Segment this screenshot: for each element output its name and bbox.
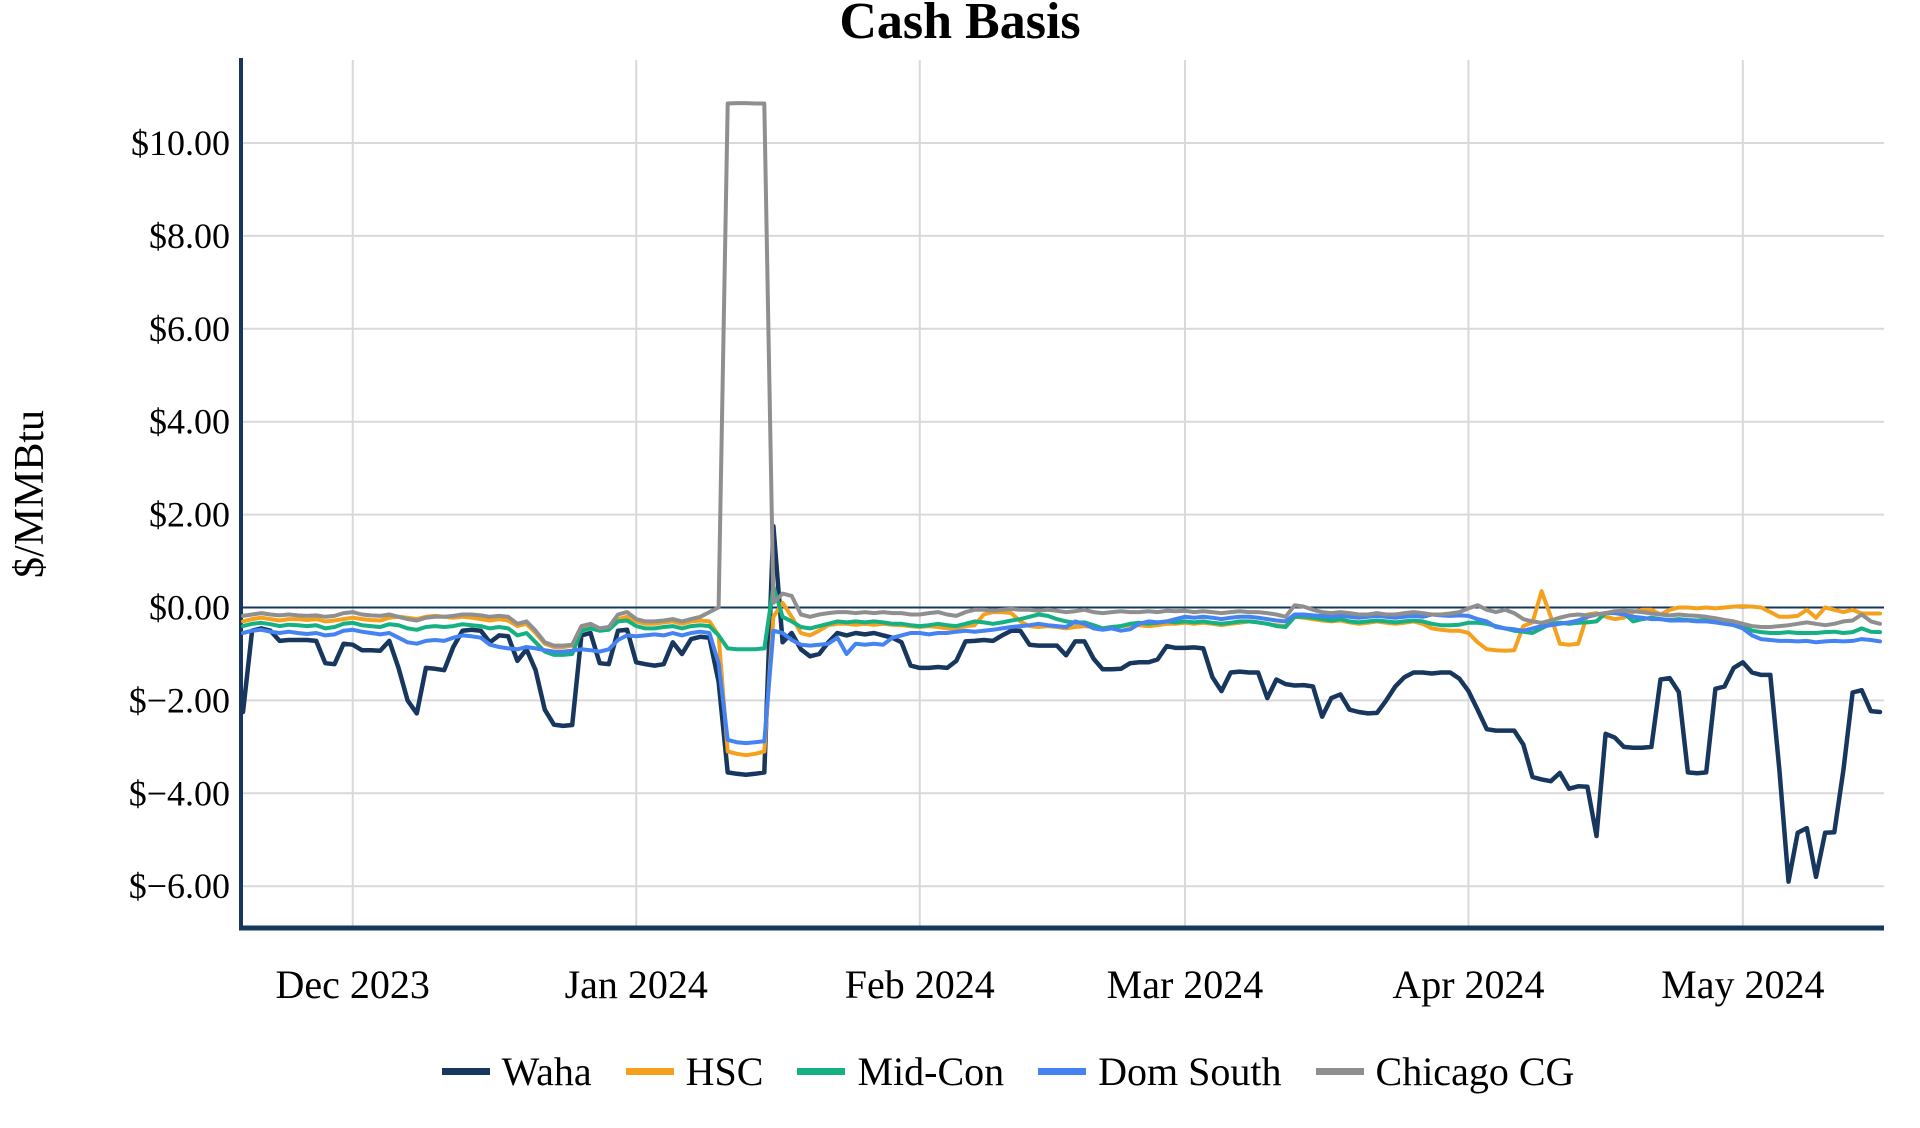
legend-swatch-hsc <box>625 1068 674 1075</box>
legend-item-mid-con: Mid-Con <box>797 1048 1004 1095</box>
y-tick-label: $6.00 <box>149 309 230 349</box>
legend-item-chicago-cg: Chicago CG <box>1315 1048 1575 1095</box>
y-tick-label: $−4.00 <box>129 773 230 813</box>
series-line-dom-south <box>241 611 1882 746</box>
y-tick-label: $2.00 <box>149 495 230 535</box>
legend-item-hsc: HSC <box>625 1048 764 1095</box>
legend-swatch-chicago-cg <box>1315 1068 1364 1075</box>
y-tick-label: $10.00 <box>131 123 230 163</box>
x-tick-label: Mar 2024 <box>1107 962 1264 1007</box>
y-tick-label: $8.00 <box>149 216 230 256</box>
y-tick-label: $−2.00 <box>129 680 230 720</box>
chart-legend: Waha HSC Mid-Con Dom South Chicago CG <box>48 1048 1920 1095</box>
legend-swatch-dom-south <box>1038 1068 1087 1075</box>
legend-label-dom-south: Dom South <box>1098 1049 1282 1094</box>
x-tick-label: Apr 2024 <box>1392 962 1544 1007</box>
series-line-chicago-cg <box>241 101 1882 648</box>
y-tick-label: $0.00 <box>149 588 230 628</box>
series-line-waha <box>240 523 1883 884</box>
legend-label-hsc: HSC <box>685 1049 764 1094</box>
legend-label-mid-con: Mid-Con <box>857 1049 1005 1094</box>
x-tick-label: May 2024 <box>1661 962 1824 1007</box>
legend-item-waha: Waha <box>441 1048 592 1095</box>
chart-title: Cash Basis <box>839 0 1081 50</box>
x-tick-label: Dec 2023 <box>276 962 430 1007</box>
legend-swatch-waha <box>441 1068 490 1075</box>
x-tick-label: Jan 2024 <box>565 962 708 1007</box>
legend-swatch-mid-con <box>797 1068 846 1075</box>
legend-item-dom-south: Dom South <box>1038 1048 1282 1095</box>
y-tick-label: $−6.00 <box>129 866 230 906</box>
y-tick-label: $4.00 <box>149 402 230 442</box>
legend-label-waha: Waha <box>501 1049 592 1094</box>
x-tick-label: Feb 2024 <box>845 962 995 1007</box>
legend-label-chicago-cg: Chicago CG <box>1375 1049 1575 1094</box>
